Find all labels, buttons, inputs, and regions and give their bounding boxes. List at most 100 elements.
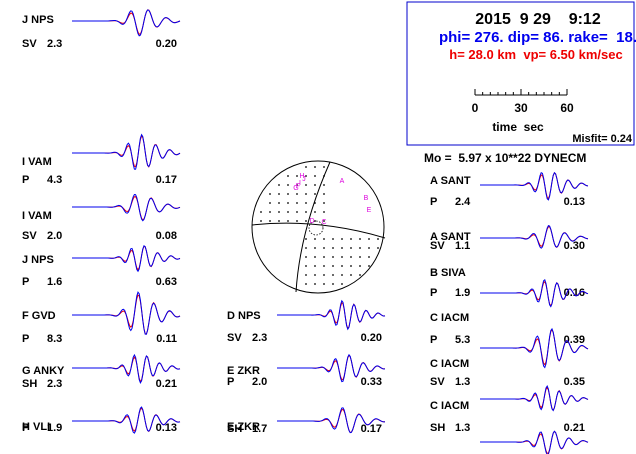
station-misfit: 0.20 (156, 38, 177, 50)
station-misfit: 0.20 (361, 332, 382, 344)
station-code: C IACM (430, 400, 469, 412)
station-misfit: 0.21 (564, 422, 585, 434)
station-amplitude: 2.4 (455, 196, 471, 208)
station-amplitude: 2.3 (252, 332, 267, 344)
observed-waveform (72, 244, 181, 273)
station-misfit: 0.21 (156, 378, 177, 390)
waveform-panel: A SANT P 2.4 0.13 (430, 171, 589, 208)
observed-waveform (480, 224, 589, 249)
station-code: C IACM (430, 358, 469, 370)
seismic-moment: Mo = 5.97 x 10**22 DYNECM (424, 151, 586, 165)
observed-waveform (72, 406, 181, 434)
station-code: A SANT (430, 231, 471, 243)
waveform-panel: C IACM P 5.3 0.39 (430, 312, 589, 369)
waveform-panel: C IACM SH 1.3 0.21 (430, 400, 589, 454)
station-marker-c: C (321, 219, 326, 226)
header-panel: 2015 9 29 9:12 phi= 276. dip= 86. rake= … (406, 1, 636, 146)
station-marker-g: G (293, 185, 298, 192)
station-phase: P (430, 334, 437, 346)
station-misfit: 0.30 (564, 240, 585, 252)
station-code: G ANKY (22, 365, 65, 377)
station-amplitude: 4.3 (47, 174, 62, 186)
station-amplitude: 1.9 (455, 287, 470, 299)
observed-waveform (72, 291, 181, 335)
observed-waveform (72, 133, 181, 170)
p-axis-circle (308, 220, 324, 236)
station-code: H VLI (22, 421, 50, 433)
station-misfit: 0.39 (564, 334, 585, 346)
time-scale-tick-0: 0 (472, 101, 479, 115)
station-code: D NPS (227, 310, 261, 322)
observed-waveform (480, 171, 589, 201)
nodal-plane-2 (295, 161, 331, 293)
observed-waveform (480, 327, 589, 369)
observed-waveform (277, 299, 386, 331)
station-amplitude: 2.3 (47, 378, 62, 390)
station-marker-h: H (299, 173, 304, 180)
observed-waveform (480, 278, 589, 308)
station-misfit: 0.11 (156, 333, 177, 345)
station-phase: P (22, 422, 29, 434)
station-code: J NPS (22, 254, 54, 266)
station-phase: SH (430, 422, 445, 434)
station-marker-e: E (367, 207, 372, 214)
focal-sphere-outline (251, 160, 385, 294)
station-misfit: 0.08 (156, 230, 177, 242)
station-misfit: 0.13 (564, 196, 585, 208)
station-amplitude: 2.0 (47, 230, 62, 242)
station-phase: SH (22, 378, 37, 390)
station-misfit: 0.33 (361, 376, 382, 388)
station-misfit: 0.17 (156, 174, 177, 186)
station-phase: P (227, 376, 234, 388)
nodal-plane-1 (251, 222, 386, 239)
station-marker-i: I (299, 180, 301, 187)
station-misfit: 0.13 (156, 422, 177, 434)
station-amplitude: 1.7 (252, 423, 267, 435)
waveform-panel: J NPS P 1.6 0.63 (22, 244, 181, 288)
station-misfit: 0.17 (361, 423, 382, 435)
observed-waveform (277, 407, 385, 434)
station-phase: P (22, 174, 29, 186)
station-phase: SV (430, 376, 445, 388)
waveform-panel: C IACM SV 1.3 0.35 (430, 358, 589, 412)
station-amplitude: 1.3 (455, 422, 470, 434)
station-code: A SANT (430, 175, 471, 187)
compressional-dots (260, 166, 379, 285)
observed-waveform (480, 430, 589, 454)
station-phase: P (22, 276, 29, 288)
station-amplitude: 2.0 (252, 376, 267, 388)
station-code: I VAM (22, 156, 52, 168)
misfit-total: Misfit= 0.24 (572, 133, 632, 145)
depth-velocity: h= 28.0 km vp= 6.50 km/sec (449, 47, 622, 62)
event-date-time: 2015 9 29 9:12 (475, 11, 601, 28)
station-code: B SIVA (430, 267, 466, 279)
mechanism-parameters: phi= 276. dip= 86. rake= 18. (439, 29, 636, 46)
station-code: J NPS (22, 14, 54, 26)
header-frame (406, 1, 635, 146)
station-phase: SV (22, 38, 37, 50)
observed-waveform (480, 385, 589, 412)
waveform-panel: I VAM SV 2.0 0.08 (22, 193, 181, 242)
waveform-panel: D NPS SV 2.3 0.20 (227, 299, 386, 344)
station-phase: SH (227, 423, 242, 435)
station-phase: SV (22, 230, 37, 242)
station-misfit: 0.63 (156, 276, 177, 288)
time-scale-label: time sec (492, 120, 544, 134)
station-amplitude: 1.3 (455, 376, 470, 388)
observed-waveform (72, 193, 181, 222)
waveform-panel: J NPS SV 2.3 0.20 (22, 9, 181, 50)
station-misfit: 0.35 (564, 376, 585, 388)
time-scale-tick-60: 60 (560, 101, 574, 115)
synthetic-waveform (72, 135, 181, 168)
observed-waveform (72, 9, 181, 37)
station-phase: P (22, 333, 29, 345)
time-scale-tick-30: 30 (514, 101, 528, 115)
station-code: C IACM (430, 312, 469, 324)
station-amplitude: 2.3 (47, 38, 62, 50)
